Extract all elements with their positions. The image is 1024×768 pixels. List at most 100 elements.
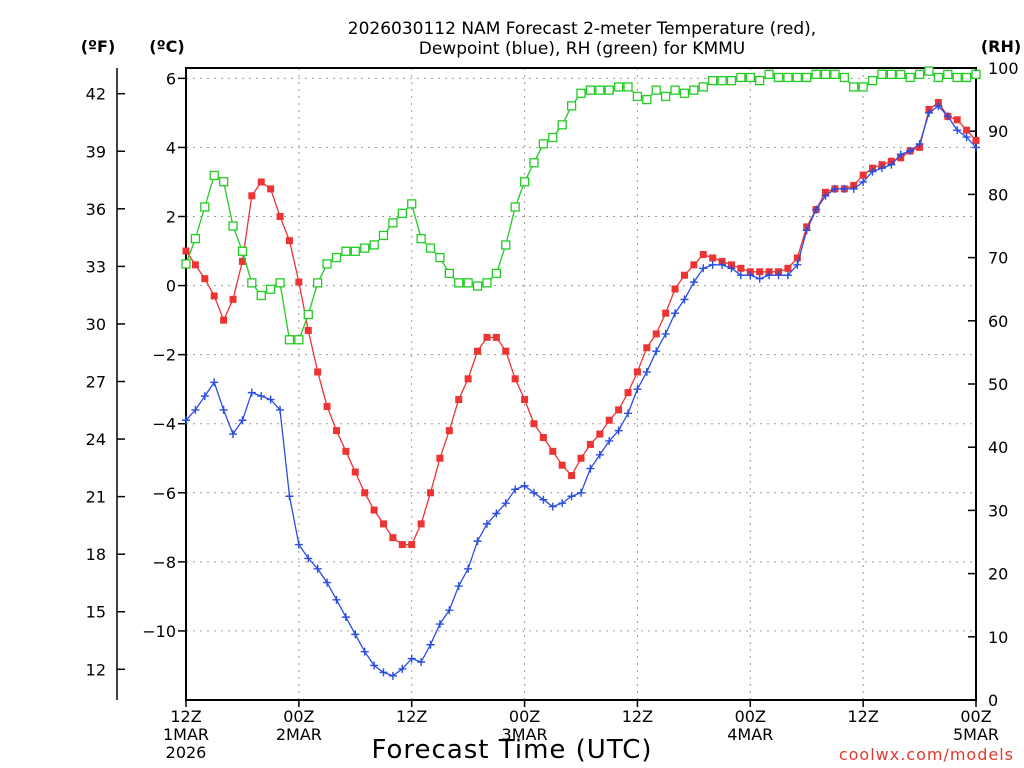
time-tick-label: 00Z bbox=[960, 707, 991, 726]
dewpoint-point bbox=[351, 630, 360, 639]
rh-point bbox=[736, 72, 746, 83]
temperature-point bbox=[633, 368, 641, 376]
chart-title-line-1: 2026030112 NAM Forecast 2-meter Temperat… bbox=[348, 19, 816, 39]
dewpoint-point bbox=[294, 540, 303, 549]
celsius-tick-label: 6 bbox=[166, 69, 176, 88]
dewpoint-point bbox=[859, 177, 868, 186]
dewpoint-point bbox=[539, 495, 548, 504]
temperature-point bbox=[624, 389, 632, 397]
dewpoint-point bbox=[877, 164, 886, 173]
rh-point bbox=[896, 69, 906, 79]
rh-point bbox=[632, 91, 643, 102]
temperature-point bbox=[398, 541, 406, 549]
rh-point bbox=[284, 335, 295, 345]
rh-point bbox=[491, 268, 502, 279]
temperature-point bbox=[370, 506, 378, 514]
time-tick-label: 12Z bbox=[622, 707, 653, 726]
rh-point bbox=[378, 230, 389, 241]
dewpoint-point bbox=[736, 271, 745, 280]
temperature-point bbox=[417, 520, 425, 528]
rh-point bbox=[416, 233, 426, 244]
dewpoint-point bbox=[238, 416, 247, 425]
temperature-point bbox=[577, 454, 585, 462]
dewpoint-point bbox=[435, 620, 444, 629]
temperature-point bbox=[182, 247, 190, 255]
temperature-point bbox=[784, 264, 792, 272]
temperature-point bbox=[220, 316, 228, 324]
fahrenheit-tick-label: 27 bbox=[86, 373, 106, 392]
dewpoint-point bbox=[652, 347, 661, 356]
rh-point bbox=[839, 72, 849, 83]
rh-point bbox=[604, 85, 614, 95]
dewpoint-point bbox=[266, 395, 275, 404]
temperature-point bbox=[643, 344, 651, 352]
dewpoint-point bbox=[360, 647, 369, 656]
rh-tick-label: 40 bbox=[988, 438, 1008, 457]
dewpoint-point bbox=[520, 481, 529, 490]
dewpoint-point bbox=[323, 578, 332, 587]
temperature-point bbox=[408, 541, 416, 549]
temperature-point bbox=[361, 489, 369, 497]
dewpoint-point bbox=[285, 492, 294, 501]
dewpoint-point bbox=[182, 416, 190, 425]
dewpoint-point bbox=[962, 133, 971, 142]
dewpoint-point bbox=[830, 184, 839, 193]
rh-point bbox=[585, 85, 596, 95]
dewpoint-point bbox=[812, 205, 821, 214]
temperature-point bbox=[276, 213, 284, 221]
rh-point bbox=[698, 82, 708, 92]
temperature-point bbox=[492, 333, 500, 341]
rh-point bbox=[811, 69, 821, 79]
time-tick-label: 2026 bbox=[166, 743, 207, 762]
dewpoint-point bbox=[492, 509, 501, 518]
fahrenheit-tick-label: 30 bbox=[86, 315, 106, 334]
dewpoint-point bbox=[774, 271, 783, 280]
rh-point bbox=[651, 85, 661, 95]
rh-point bbox=[773, 72, 784, 83]
rh-tick-label: 80 bbox=[988, 185, 1008, 204]
rh-point bbox=[350, 246, 360, 256]
dewpoint-point bbox=[661, 329, 670, 338]
temperature-point bbox=[756, 268, 764, 276]
dewpoint-point bbox=[577, 488, 585, 497]
dewpoint-point bbox=[840, 184, 849, 193]
series-relative-humidity bbox=[181, 66, 981, 345]
temperature-point bbox=[314, 368, 322, 376]
rh-point bbox=[802, 72, 812, 83]
dewpoint-point bbox=[896, 150, 905, 159]
rh-tick-label: 10 bbox=[988, 628, 1008, 647]
rh-point bbox=[933, 72, 944, 83]
time-tick-label: 12Z bbox=[396, 707, 427, 726]
rh-point bbox=[237, 246, 248, 256]
temperature-point bbox=[972, 137, 980, 145]
rh-point bbox=[200, 202, 210, 212]
fahrenheit-tick-label: 18 bbox=[86, 545, 106, 564]
temperature-point bbox=[304, 326, 312, 334]
rh-point bbox=[783, 72, 793, 83]
gridlines bbox=[186, 68, 976, 700]
rh-point bbox=[529, 158, 539, 168]
dewpoint-point bbox=[671, 309, 680, 318]
temperature-point bbox=[389, 534, 397, 542]
rh-point bbox=[190, 233, 201, 244]
temperature-point bbox=[690, 261, 698, 269]
rh-point bbox=[294, 335, 304, 345]
rh-point bbox=[322, 259, 332, 269]
rh-tick-label: 0 bbox=[988, 691, 998, 710]
dewpoint-point bbox=[332, 595, 341, 604]
fahrenheit-tick-label: 15 bbox=[86, 603, 106, 622]
temperature-point bbox=[652, 330, 660, 338]
rh-point bbox=[360, 243, 370, 253]
dewpoint-point bbox=[341, 613, 350, 622]
fahrenheit-tick-label: 21 bbox=[86, 488, 106, 507]
temperature-point bbox=[737, 264, 745, 272]
rh-point bbox=[548, 132, 558, 143]
rh-point bbox=[557, 120, 567, 130]
rh-point bbox=[679, 88, 690, 98]
rh-point bbox=[849, 82, 859, 92]
fahrenheit-tick-label: 39 bbox=[86, 142, 106, 161]
rh-point bbox=[397, 208, 407, 219]
temperature-point bbox=[229, 295, 237, 303]
